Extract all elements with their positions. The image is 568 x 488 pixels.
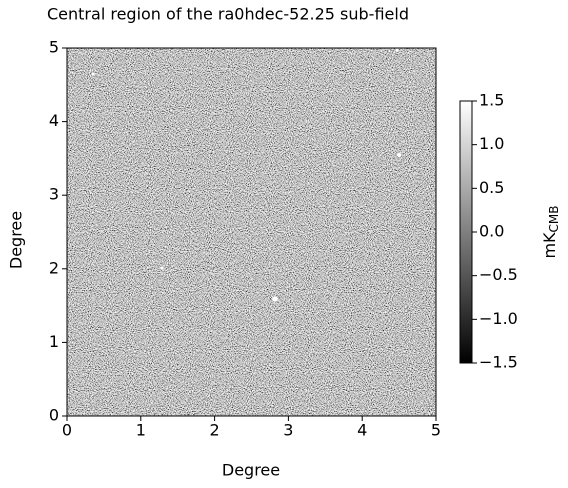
y-tick-label: 5 — [49, 38, 59, 57]
colorbar-tick-label: 0.5 — [479, 178, 504, 197]
x-tick-label: 2 — [210, 421, 220, 440]
colorbar-label-main: mK — [540, 232, 559, 259]
colorbar-label: mKCMB — [540, 205, 561, 258]
map-image — [67, 48, 436, 416]
colorbar-tick-label: −1.5 — [479, 353, 518, 372]
colorbar-tick-label: 0.0 — [479, 222, 504, 241]
x-tick-label: 1 — [136, 421, 146, 440]
colorbar-tick-label: −1.0 — [479, 309, 518, 328]
colorbar-label-sub: CMB — [547, 205, 561, 232]
x-tick-label: 4 — [357, 421, 367, 440]
x-tick-label: 0 — [62, 421, 72, 440]
x-tick-label: 5 — [431, 421, 441, 440]
point-sources — [91, 48, 401, 302]
x-axis-label: Degree — [222, 461, 280, 480]
y-axis-label: Degree — [7, 211, 26, 269]
colorbar — [459, 100, 473, 364]
colorbar-tick-label: 1.0 — [479, 134, 504, 153]
y-tick-label: 3 — [49, 185, 59, 204]
x-tick-label: 3 — [283, 421, 293, 440]
colorbar-tick-label: 1.5 — [479, 91, 504, 110]
y-tick-label: 0 — [49, 406, 59, 425]
y-tick-label: 1 — [49, 332, 59, 351]
chart-title: Central region of the ra0hdec-52.25 sub-… — [47, 5, 409, 24]
plot-frame — [66, 47, 437, 417]
colorbar-tick-label: −0.5 — [479, 265, 518, 284]
y-tick-label: 4 — [49, 111, 59, 130]
y-tick-label: 2 — [49, 258, 59, 277]
